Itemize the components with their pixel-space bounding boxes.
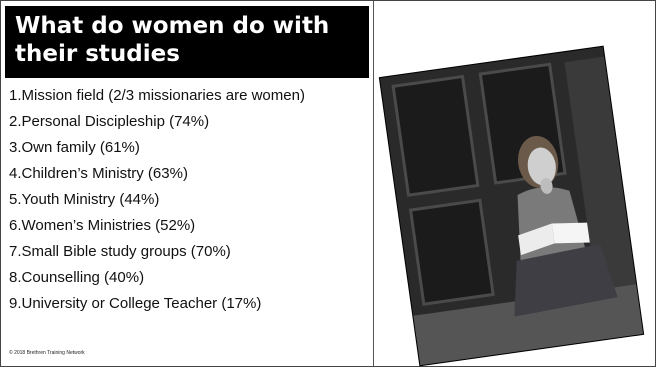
list-item: 4.Children’s Ministry (63%) bbox=[9, 165, 188, 182]
list-item: 9.University or College Teacher (17%) bbox=[9, 295, 262, 312]
door-panel bbox=[391, 74, 480, 197]
open-book-left bbox=[518, 223, 555, 256]
list-item: 2.Personal Discipleship (74%) bbox=[9, 113, 210, 130]
woman-jeans bbox=[514, 244, 618, 317]
door-frame bbox=[564, 56, 644, 340]
open-book-right bbox=[551, 222, 590, 244]
list-item: 8.Counselling (40%) bbox=[9, 269, 145, 286]
woman-hand bbox=[540, 177, 553, 194]
list-item: 5.Youth Ministry (44%) bbox=[9, 191, 160, 208]
list-item: 7.Small Bible study groups (70%) bbox=[9, 243, 231, 260]
door-panel bbox=[408, 198, 495, 306]
studies-list: 1.Mission field (2/3 missionaries are wo… bbox=[9, 83, 305, 317]
photo-illustration bbox=[379, 46, 644, 366]
copyright-notice: © 2018 Brethren Training Network bbox=[9, 350, 85, 356]
title-bar: What do women do with their studies bbox=[5, 6, 369, 78]
column-divider bbox=[373, 1, 374, 366]
woman-reading-bible-photo bbox=[379, 46, 644, 366]
list-item: 6.Women’s Ministries (52%) bbox=[9, 217, 196, 234]
slide-title: What do women do with their studies bbox=[15, 13, 330, 67]
door-step bbox=[413, 284, 644, 366]
list-item: 3.Own family (61%) bbox=[9, 139, 140, 156]
list-item: 1.Mission field (2/3 missionaries are wo… bbox=[9, 87, 305, 104]
woman-face bbox=[527, 147, 556, 186]
